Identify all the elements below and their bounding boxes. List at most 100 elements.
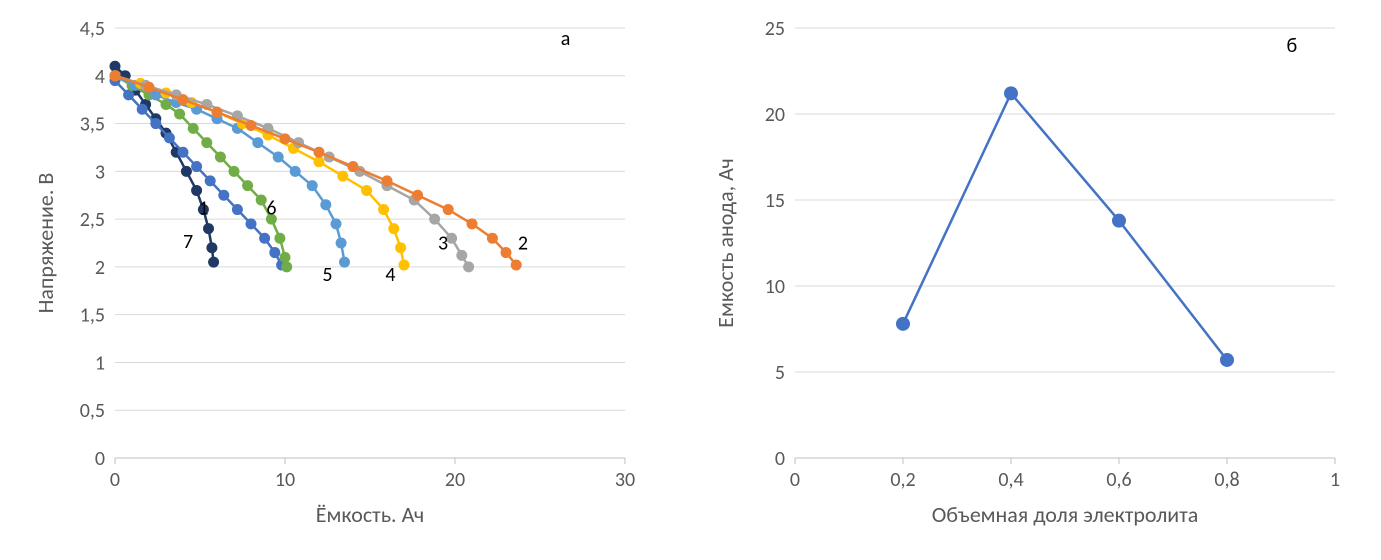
x-tick-label: 0 (110, 468, 120, 492)
x-tick-label: 0,2 (890, 468, 915, 492)
y-tick-label: 10 (765, 275, 785, 299)
y-tick-label: 0,5 (80, 399, 105, 423)
annotation-б: б (1286, 34, 1297, 58)
series-marker-7 (191, 185, 202, 196)
y-tick-label: 5 (775, 361, 785, 385)
series-marker-5 (331, 218, 342, 229)
series-marker-3 (463, 261, 474, 272)
x-tick-label: 0,6 (1106, 468, 1131, 492)
series-marker-1 (137, 104, 148, 115)
series-marker-7 (203, 223, 214, 234)
y-tick-label: 2,5 (80, 208, 105, 232)
series-marker-7 (181, 166, 192, 177)
series-marker-6 (242, 180, 253, 191)
x-tick-label: 20 (445, 468, 465, 492)
series-marker-1 (269, 247, 280, 258)
series-marker-1 (259, 233, 270, 244)
series-marker-2 (501, 247, 512, 258)
series-marker-1 (232, 204, 243, 215)
series-marker-7 (206, 242, 217, 253)
annotation-4: 4 (385, 263, 395, 287)
series-marker-6 (201, 137, 212, 148)
series-marker-6 (229, 166, 240, 177)
series-marker-2 (443, 204, 454, 215)
series-marker-2 (178, 94, 189, 105)
series-marker-1 (205, 175, 216, 186)
series-marker-1 (218, 190, 229, 201)
series-marker-2 (511, 259, 522, 270)
series-marker-1 (123, 89, 134, 100)
series-marker-5 (320, 199, 331, 210)
chart-b-panel: 051015202500,20,40,60,81бОбъемная доля э… (690, 0, 1381, 560)
x-tick-label: 10 (275, 468, 295, 492)
y-tick-label: 3,5 (80, 113, 105, 137)
annotation-а: а (561, 27, 571, 51)
annotation-7: 7 (183, 230, 193, 254)
series-marker-6 (215, 152, 226, 163)
y-tick-label: 20 (765, 103, 785, 127)
series-marker-4 (388, 223, 399, 234)
series-marker-5 (290, 166, 301, 177)
series-marker-2 (110, 70, 121, 81)
annotation-3: 3 (438, 232, 448, 256)
series-marker-anode-capacity (896, 317, 910, 331)
x-tick-label: 0,8 (1214, 468, 1239, 492)
series-marker-3 (429, 214, 440, 225)
series-marker-2 (212, 107, 223, 118)
series-marker-2 (246, 120, 257, 131)
annotation-2: 2 (518, 232, 528, 256)
annotation-5: 5 (322, 263, 332, 287)
y-axis-label: Емкость анода, Ач (712, 158, 739, 327)
series-marker-5 (307, 180, 318, 191)
series-marker-1 (191, 161, 202, 172)
annotation-6: 6 (266, 196, 276, 220)
y-tick-label: 0 (95, 447, 105, 471)
charts-container: 00,511,522,533,544,501020301765432аЁмкос… (0, 0, 1381, 560)
series-marker-7 (110, 61, 121, 72)
y-tick-label: 2 (95, 256, 105, 280)
series-marker-2 (412, 190, 423, 201)
series-marker-5 (336, 238, 347, 249)
series-marker-2 (348, 161, 359, 172)
y-tick-label: 0 (775, 447, 785, 471)
series-marker-anode-capacity (1220, 353, 1234, 367)
y-tick-label: 1 (95, 351, 105, 375)
series-marker-2 (467, 218, 478, 229)
chart-b-svg: 051015202500,20,40,60,81бОбъемная доля э… (690, 0, 1381, 560)
series-marker-4 (314, 156, 325, 167)
y-tick-label: 25 (765, 17, 785, 41)
x-tick-label: 0 (790, 468, 800, 492)
series-marker-2 (144, 82, 155, 93)
x-axis-label: Объемная доля электролита (932, 501, 1199, 528)
series-marker-6 (256, 195, 267, 206)
series-marker-4 (361, 185, 372, 196)
series-marker-5 (273, 152, 284, 163)
y-tick-label: 4,5 (80, 17, 105, 41)
y-tick-label: 3 (95, 160, 105, 184)
series-marker-2 (382, 175, 393, 186)
x-tick-label: 0,4 (998, 468, 1023, 492)
series-marker-4 (378, 204, 389, 215)
series-marker-6 (281, 261, 292, 272)
series-marker-3 (456, 250, 467, 261)
y-tick-label: 1,5 (80, 304, 105, 328)
series-marker-1 (246, 218, 257, 229)
series-marker-1 (178, 147, 189, 158)
series-marker-6 (188, 123, 199, 134)
series-marker-4 (395, 242, 406, 253)
x-tick-label: 1 (1330, 468, 1340, 492)
series-line-anode-capacity (903, 93, 1227, 360)
series-marker-7 (208, 257, 219, 268)
series-marker-5 (339, 257, 350, 268)
series-marker-5 (252, 137, 263, 148)
series-marker-2 (280, 133, 291, 144)
series-marker-4 (399, 259, 410, 270)
series-marker-anode-capacity (1112, 214, 1126, 228)
series-marker-4 (337, 171, 348, 182)
y-tick-label: 4 (95, 65, 105, 89)
series-marker-6 (274, 233, 285, 244)
series-marker-2 (487, 233, 498, 244)
series-marker-2 (314, 147, 325, 158)
y-axis-label: Напряжение. В (32, 173, 59, 314)
x-axis-label: Ёмкость. Ач (316, 501, 424, 528)
